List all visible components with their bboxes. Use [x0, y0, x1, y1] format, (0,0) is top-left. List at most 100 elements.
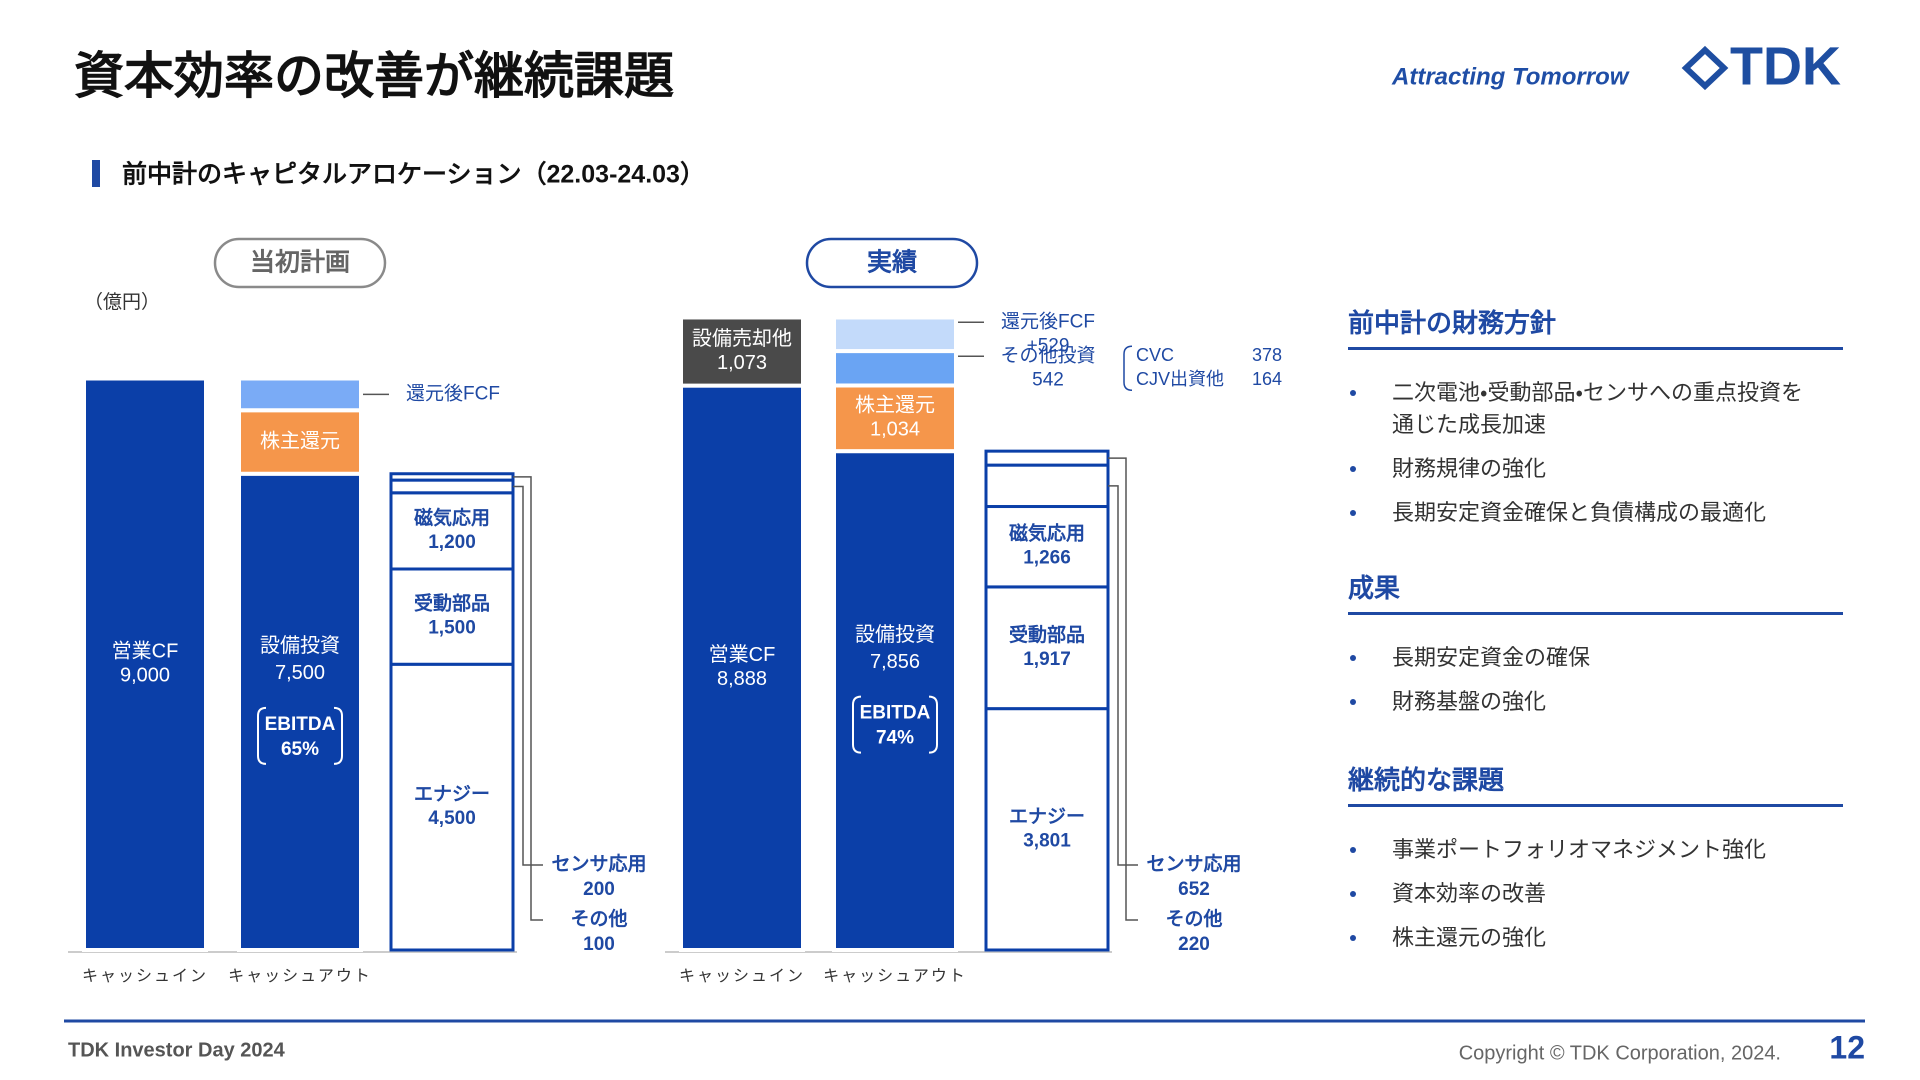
segment-name: 株主還元 [260, 429, 340, 452]
breakdown-segment [984, 585, 1110, 711]
page-number: 12 [1829, 1029, 1865, 1065]
bracket [257, 706, 267, 765]
bullet-dot [1350, 935, 1356, 941]
bullet-dot [1350, 655, 1356, 661]
breakdown-segment [389, 662, 515, 952]
segment-value: 1,500 [428, 618, 476, 639]
bracket [852, 695, 862, 754]
bullet-item: 二次電池・受動部品・センサへの重点投資を通じた成長加速 [1348, 377, 1817, 441]
ebitda-value: 74% [876, 728, 914, 749]
unit-label: （億円） [84, 291, 160, 313]
segment-value: 542 [1032, 369, 1064, 390]
segment-value: 1,917 [1023, 649, 1071, 670]
breakdown-segment [389, 491, 515, 571]
bar-segment [237, 408, 363, 476]
title-pill [805, 237, 979, 289]
segment-name: 設備投資 [260, 634, 340, 657]
bar-segment [679, 315, 805, 388]
breakdown-segment [984, 463, 1110, 509]
segment-name: 設備売却他 [692, 327, 792, 350]
bar-segment [679, 383, 805, 952]
bar-segment [832, 349, 958, 388]
logo: TDK [1730, 36, 1841, 96]
bullet-text: 長期安定資金の確保 [1392, 645, 1591, 670]
bar-segment [832, 449, 958, 952]
tagline: Attracting Tomorrow [1391, 63, 1630, 90]
breakdown-segment [984, 707, 1110, 952]
bullet-text: 長期安定資金確保と負債構成の最適化 [1392, 500, 1767, 525]
category-label: キャッシュアウト [823, 967, 967, 985]
category-label: キャッシュアウト [228, 967, 372, 985]
slide-title: 資本効率の改善が継続課題 [74, 48, 674, 104]
bar-segment [237, 376, 363, 413]
bullet-text: 株主還元の強化 [1392, 925, 1547, 950]
bracket [1123, 345, 1133, 392]
segment-value: +529 [1027, 335, 1070, 356]
panel-heading: 成果 [1348, 565, 1843, 615]
copyright: Copyright © TDK Corporation, 2024. [1459, 1042, 1781, 1064]
segment-value: 220 [1178, 934, 1210, 955]
bullet-item: 長期安定資金の確保 [1348, 642, 1817, 674]
bullet-text: 財務規律の強化 [1392, 456, 1547, 481]
ebitda-label: EBITDA [860, 703, 931, 724]
bullet-text: 財務基盤の強化 [1392, 689, 1547, 714]
leader-line [513, 476, 543, 921]
segment-value: 7,500 [275, 662, 325, 684]
segment-value: 1,073 [717, 352, 767, 374]
part-value: 378 [1252, 345, 1282, 365]
segment-name: 営業CF [709, 643, 776, 666]
segment-value: 8,888 [717, 668, 767, 690]
segment-value: 4,500 [428, 808, 476, 829]
segment-name: エナジー [414, 784, 490, 805]
panel-heading: 継続的な課題 [1348, 757, 1843, 807]
segment-value: 1,200 [428, 532, 476, 553]
bullet-text: 二次電池・受動部品・センサへの重点投資を通じた成長加速 [1392, 380, 1803, 437]
bullet-list: 長期安定資金の確保 財務基盤の強化 [1348, 642, 1843, 718]
logo-symbol [1681, 45, 1729, 91]
breakdown-segment [389, 478, 515, 495]
bullet-list: 事業ポートフォリオマネジメント強化 資本効率の改善株主還元の強化 [1348, 834, 1843, 954]
bullet-dot [1350, 466, 1356, 472]
section-title: 前中計のキャピタルアロケーション（22.03-24.03） [122, 160, 705, 189]
bullet-dot [1350, 390, 1356, 396]
part-value: 164 [1252, 369, 1282, 389]
panel-section: 成果長期安定資金の確保 財務基盤の強化 [1348, 565, 1843, 730]
bracket [333, 706, 343, 765]
segment-value: 9,000 [120, 665, 170, 687]
footer-event: TDK Investor Day 2024 [68, 1039, 286, 1061]
segment-name: 還元後FCF [406, 382, 500, 404]
segment-value: 200 [583, 879, 615, 900]
leader-line [513, 485, 543, 866]
segment-name: センサ応用 [551, 852, 646, 875]
segment-name: 磁気応用 [1009, 522, 1085, 545]
bullet-item: 長期安定資金確保と負債構成の最適化 [1348, 497, 1817, 529]
title-pill [213, 237, 387, 289]
segment-name: エナジー [1009, 806, 1085, 827]
segment-name: 受動部品 [414, 592, 490, 615]
bullet-item: 事業ポートフォリオマネジメント強化 [1348, 834, 1817, 866]
bar-segment [82, 376, 208, 952]
panel-section: 継続的な課題事業ポートフォリオマネジメント強化 資本効率の改善株主還元の強化 [1348, 757, 1843, 966]
segment-value: 652 [1178, 879, 1210, 900]
segment-name: 還元後FCF [1001, 310, 1095, 332]
segment-value: 100 [583, 934, 615, 955]
bullet-item: 財務規律の強化 [1348, 453, 1817, 485]
ebitda-value: 65% [281, 739, 319, 760]
leader-line [1108, 485, 1138, 866]
bullet-item: 資本効率の改善 [1348, 878, 1817, 910]
segment-name: センサ応用 [1146, 852, 1241, 875]
segment-name: 受動部品 [1009, 623, 1085, 646]
segment-name: 磁気応用 [414, 506, 490, 529]
segment-name: その他投資 [1000, 344, 1095, 366]
leader-line [1108, 457, 1138, 921]
segment-value: 1,266 [1023, 548, 1071, 569]
bracket [928, 695, 938, 754]
bullet-item: 株主還元の強化 [1348, 922, 1817, 954]
category-label: キャッシュイン [679, 968, 805, 985]
segment-value: 3,801 [1023, 830, 1071, 851]
breakdown-segment [984, 505, 1110, 589]
segment-name: 営業CF [112, 640, 179, 663]
